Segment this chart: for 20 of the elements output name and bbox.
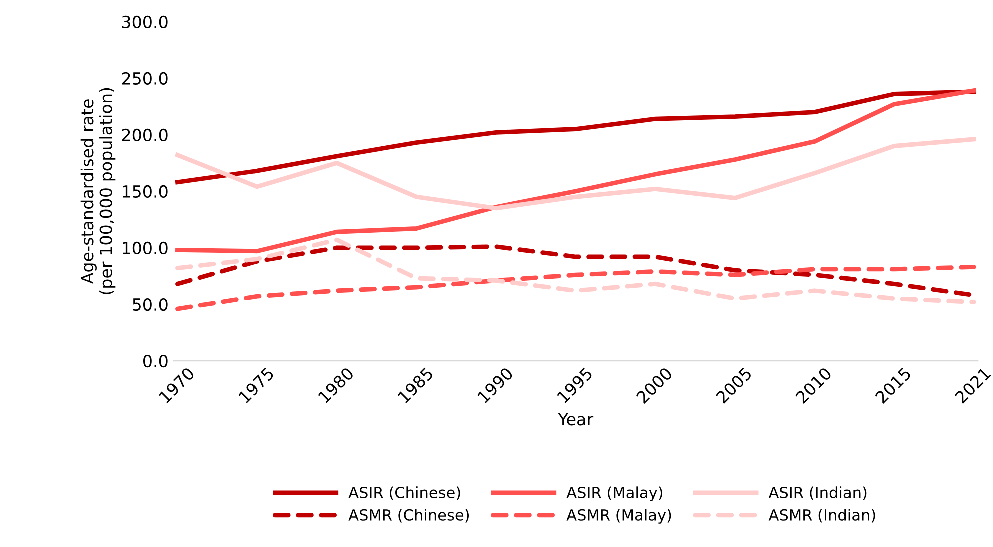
y-tick-label: 300.0 bbox=[122, 16, 168, 28]
y-tick-label: 100.0 bbox=[123, 242, 168, 255]
line-series bbox=[176, 90, 976, 185]
line-series bbox=[176, 88, 976, 254]
legend-label: ASMR (Malay) bbox=[566, 509, 672, 524]
y-tick-label: 0.0 bbox=[144, 354, 168, 368]
line-series bbox=[176, 264, 976, 312]
y-tick-label: 150.0 bbox=[123, 185, 168, 198]
line-series bbox=[176, 137, 976, 211]
legend-label: ASMR (Indian) bbox=[768, 509, 876, 523]
legend-label: ASIR (Chinese) bbox=[348, 486, 460, 500]
y-tick-label: 200.0 bbox=[122, 128, 168, 142]
x-axis-title: Year bbox=[558, 413, 594, 426]
line-series bbox=[176, 238, 976, 304]
legend-label: ASIR (Indian) bbox=[768, 486, 867, 500]
legend-label: ASIR (Malay) bbox=[566, 486, 663, 502]
y-tick-label: 50.0 bbox=[133, 298, 168, 312]
legend-label: ASMR (Chinese) bbox=[348, 509, 470, 523]
y-tick-label: 250.0 bbox=[122, 72, 168, 85]
y-axis-title: Age-standardised rate (per 100,000 population) bbox=[80, 88, 116, 294]
